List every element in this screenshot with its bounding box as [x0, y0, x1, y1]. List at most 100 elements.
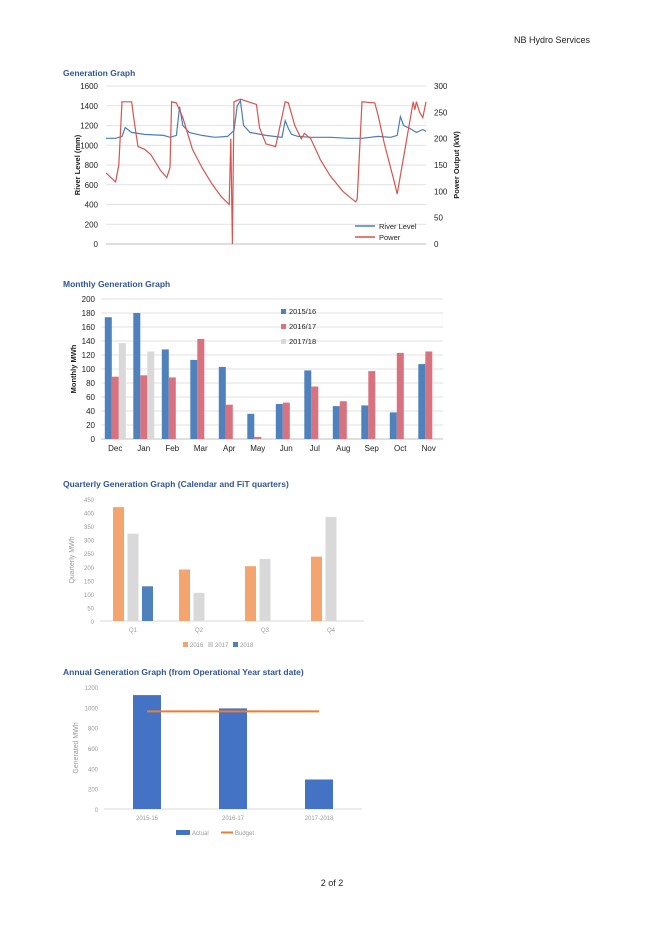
legend-swatch [183, 642, 188, 647]
y-tick-label: 100 [84, 593, 95, 599]
bar-2016 [179, 569, 190, 621]
y-tick-label: 400 [88, 767, 99, 773]
legend-swatch [281, 324, 286, 329]
legend-swatch [176, 830, 190, 835]
y-tick-label: 600 [88, 747, 99, 753]
bar-2016-17 [425, 351, 433, 439]
bar-2015-16 [304, 370, 312, 439]
legend-label: 2016 [190, 643, 204, 649]
header-org: NB Hydro Services [513, 35, 590, 45]
legend-label: Budget [235, 831, 254, 837]
x-tick-label: Q1 [129, 628, 138, 634]
bar-2016 [245, 566, 256, 621]
bar-2015-16 [418, 364, 426, 439]
y-tick-label: 400 [84, 512, 95, 518]
y-tick-label: 1000 [80, 141, 98, 150]
y-tick-label: 40 [86, 407, 95, 416]
legend-label: Power [379, 233, 401, 242]
y-tick-label: 0 [95, 808, 99, 814]
y2-tick-label: 100 [434, 187, 448, 196]
y-tick-label: 160 [82, 323, 96, 332]
legend-label: 2016/17 [289, 322, 316, 331]
x-tick-label: Dec [108, 444, 122, 453]
monthly-bar-chart: 0 20 40 60 80 100 120 140 160 180 200 Monthly MWh De… [69, 295, 443, 453]
y-tick-label: 200 [82, 295, 96, 304]
y-tick-label: 1000 [85, 706, 99, 712]
bar-2016-17 [111, 376, 119, 439]
bar-2017 [193, 592, 205, 621]
bar-2016-17 [168, 377, 176, 439]
y-tick-label: 600 [85, 181, 99, 190]
legend-label: Actual [192, 831, 209, 837]
y-tick-label: 350 [84, 525, 95, 531]
chart-title-monthly: Monthly Generation Graph [63, 279, 171, 289]
bar-2016-17 [225, 404, 233, 439]
x-tick-label: May [250, 444, 265, 453]
y-tick-label: 400 [85, 201, 99, 210]
x-tick-label: Q2 [195, 628, 204, 634]
bar-2016-17 [311, 386, 319, 439]
bar-2016-17 [140, 375, 148, 439]
series-line-river-level [106, 99, 427, 139]
legend-label: 2015/16 [289, 307, 316, 316]
bar-2016-17 [396, 352, 404, 439]
y2-tick-label: 250 [434, 108, 448, 117]
series-line-power [105, 98, 427, 245]
x-tick-label: Jun [280, 444, 293, 453]
y-tick-label: 100 [82, 365, 96, 374]
y-tick-label: 200 [84, 566, 95, 572]
bar-2015-16 [218, 366, 226, 439]
y-axis-label: River Level (mm) [73, 134, 82, 195]
legend-swatch [281, 339, 286, 344]
y2-tick-label: 50 [434, 214, 443, 223]
y-tick-label: 800 [88, 727, 99, 733]
y-tick-label: 0 [91, 620, 95, 626]
y2-tick-label: 200 [434, 135, 448, 144]
legend-swatch [281, 309, 286, 314]
y-tick-label: 1400 [80, 102, 98, 111]
x-tick-label: Apr [223, 444, 236, 453]
y2-axis-label: Power Output (kW) [452, 131, 461, 199]
y-tick-label: 300 [84, 539, 95, 545]
bar-2016 [113, 507, 124, 621]
legend-swatch [208, 642, 213, 647]
y-tick-label: 140 [82, 337, 96, 346]
legend-swatch [233, 642, 238, 647]
y-axis-label: Quarterly MWh [69, 536, 76, 583]
bar-2017-18 [118, 343, 126, 439]
y-tick-label: 50 [87, 606, 94, 612]
legend-label: 2017 [215, 643, 229, 649]
annual-bar-chart: 0 200 400 600 800 1000 1200 Generated MWh 2015-1… [73, 686, 362, 837]
chart-title-generation: Generation Graph [63, 68, 136, 78]
bar-2016-17 [368, 371, 376, 439]
legend-label: 2018 [240, 643, 254, 649]
y-tick-label: 1200 [80, 122, 98, 131]
x-tick-label: 2017-2018 [305, 816, 334, 822]
bar-2015-16 [104, 317, 112, 439]
bar-2015-16 [161, 349, 169, 439]
bar-2018 [142, 586, 153, 621]
page-number: 2 of 2 [320, 878, 344, 888]
bar-2015-16 [332, 406, 340, 439]
bar-2015-16 [389, 412, 397, 439]
x-tick-label: Q3 [261, 628, 270, 634]
y-tick-label: 1200 [85, 686, 99, 692]
bar-actual [133, 695, 161, 809]
bar-2015-16 [275, 404, 283, 439]
y-axis-label: Monthly MWh [69, 344, 78, 393]
y2-tick-label: 0 [434, 240, 439, 249]
bar-2016-17 [254, 436, 262, 439]
y-tick-label: 0 [94, 240, 99, 249]
bar-2016-17 [282, 402, 290, 439]
x-tick-label: Mar [194, 444, 208, 453]
x-tick-label: Aug [336, 444, 350, 453]
bar-2017 [127, 533, 139, 621]
y-tick-label: 200 [88, 788, 99, 794]
quarterly-bar-chart: 0 50 100 150 200 250 300 350 400 450 Quarterly MWh… [69, 498, 364, 649]
bar-2015-16 [133, 313, 141, 439]
bar-2016 [311, 556, 322, 621]
y-tick-label: 120 [82, 351, 96, 360]
bar-actual [305, 779, 333, 809]
x-tick-label: Jan [137, 444, 150, 453]
y-tick-label: 0 [91, 435, 96, 444]
